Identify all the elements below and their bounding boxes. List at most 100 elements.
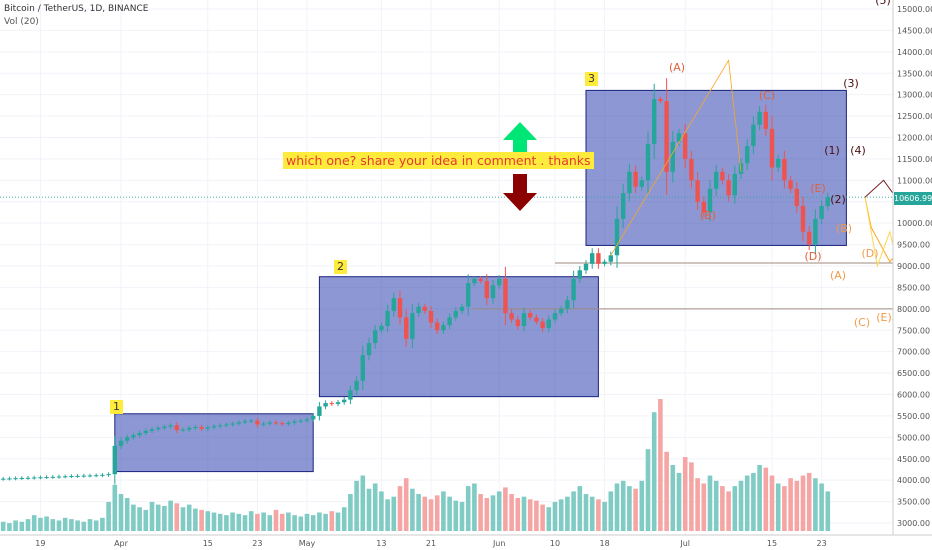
candle-body (621, 193, 626, 219)
volume-bar (757, 465, 762, 531)
volume-bar (670, 465, 676, 531)
candle-body (162, 426, 167, 428)
candle-body (168, 425, 173, 427)
volume-bar (267, 515, 273, 531)
candle-body (472, 278, 477, 284)
volume-bar (608, 491, 614, 531)
wave-label-d2: (D) (861, 247, 878, 260)
volume-bar (143, 509, 149, 531)
candle-body (800, 206, 806, 232)
candle-body (13, 478, 18, 480)
candle-body (342, 399, 347, 403)
volume-bar (193, 508, 198, 531)
candle-body (807, 231, 812, 245)
volume-bar (31, 515, 37, 531)
volume-bar (589, 496, 595, 531)
volume-bar (56, 520, 62, 531)
volume-bar (484, 498, 490, 531)
candle-body (32, 477, 37, 479)
wave-label-3: (3) (843, 77, 859, 90)
up-arrow-icon (503, 122, 537, 155)
candle-body (757, 111, 762, 125)
candle-body (38, 477, 43, 479)
volume-bar (701, 483, 707, 531)
candle-body (298, 420, 303, 422)
price-tick-label: 5000.00 (897, 433, 930, 442)
candle-body (540, 321, 545, 329)
price-axis-background (893, 0, 932, 550)
box-label-1: 1 (110, 400, 123, 414)
time-tick-label: May (299, 539, 316, 548)
candle-body (614, 218, 620, 256)
volume-bar (341, 507, 347, 531)
candle-body (714, 171, 719, 189)
candle-body (379, 325, 384, 331)
candle-body (56, 476, 62, 478)
candle-body (249, 420, 254, 422)
candle-body (348, 390, 353, 400)
volume-bar (354, 480, 359, 531)
candle-body (689, 158, 694, 181)
candle-body (360, 355, 365, 381)
candle-body (137, 433, 142, 436)
volume-bar (732, 486, 738, 531)
volume-bar (168, 500, 173, 531)
candle-body (745, 146, 750, 164)
price-tick-label: 9500.00 (897, 241, 930, 250)
volume-bar (689, 462, 694, 531)
candle-body (466, 283, 471, 307)
volume-bar (248, 511, 254, 531)
volume-bar (459, 501, 465, 531)
candle-body (726, 180, 731, 196)
volume-bar (261, 512, 266, 531)
candle-body (435, 322, 440, 331)
time-axis-background (0, 535, 932, 550)
candle-body (50, 476, 55, 478)
candle-body (534, 317, 539, 322)
volume-bar (112, 484, 118, 531)
volume-bar (205, 511, 211, 531)
volume-bar (503, 487, 508, 531)
volume-bar (769, 475, 775, 531)
volume-bar (292, 515, 297, 531)
volume-bar (763, 467, 769, 531)
time-tick-label: 15 (203, 539, 213, 548)
wave-label-e2: (E) (876, 311, 892, 324)
candle-body (776, 158, 781, 168)
candle-body (590, 253, 595, 264)
volume-bar (310, 515, 316, 531)
candle-body (255, 420, 260, 425)
volume-bar (317, 512, 322, 531)
volume-bar (298, 516, 304, 531)
candle-body (565, 300, 570, 309)
candle-body (664, 101, 669, 172)
time-axis[interactable]: 19 Apr 15 23 May 13 21 Jun 10 18 Jul 15 23 (0, 534, 932, 550)
volume-bar (434, 495, 440, 531)
wave-label-d: (D) (804, 250, 821, 263)
volume-bar (372, 483, 378, 531)
candle-body (304, 419, 310, 421)
price-axis[interactable]: 3000.00 3500.00 4000.00 4500.00 5000.00 5500.… (892, 0, 932, 550)
candle-body (354, 380, 359, 391)
volume-bar (794, 480, 800, 531)
volume-bar (465, 486, 471, 531)
candle-body (528, 313, 533, 318)
volume-bar (521, 496, 527, 531)
volume-bar (676, 472, 682, 531)
price-tick-label: 4500.00 (897, 455, 930, 464)
time-tick-label: 10 (550, 539, 560, 548)
candle-body (187, 427, 192, 430)
volume-bar (558, 499, 564, 531)
volume-bar (496, 491, 502, 531)
candle-body (546, 319, 551, 329)
candle-body (484, 280, 489, 299)
volume-bar (366, 488, 372, 531)
candle-body (404, 317, 409, 339)
volume-bar (236, 513, 242, 531)
volume-bars (0, 399, 831, 531)
candle-body (608, 255, 613, 262)
candle-body (509, 313, 514, 320)
candle-body (732, 173, 737, 196)
candle-body (205, 427, 210, 429)
volume-bar (751, 472, 756, 531)
